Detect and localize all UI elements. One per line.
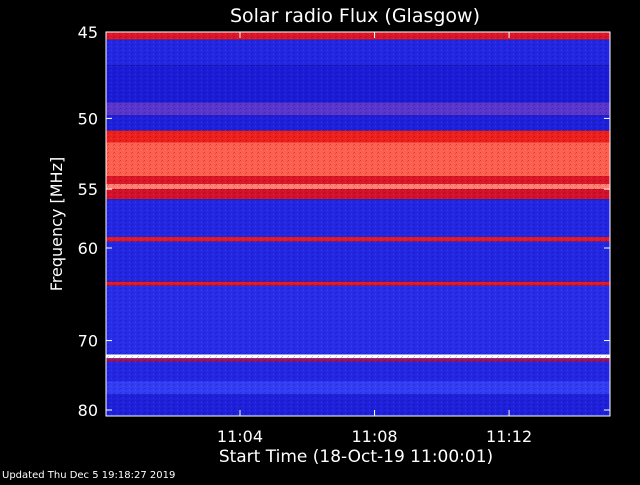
x-axis-label: Start Time (18-Oct-19 11:00:01) xyxy=(219,447,493,467)
y-axis-label: Frequency [MHz] xyxy=(47,157,66,291)
x-tick-label: 11:04 xyxy=(217,427,263,446)
updated-timestamp: Updated Thu Dec 5 19:18:27 2019 xyxy=(2,470,175,480)
noise-texture xyxy=(106,32,610,416)
y-tick-label: 60 xyxy=(78,239,98,258)
y-tick-label: 80 xyxy=(78,401,98,420)
x-tick-label: 11:12 xyxy=(486,427,532,446)
y-tick-label: 45 xyxy=(78,23,98,42)
y-tick-label: 50 xyxy=(78,109,98,128)
chart-title: Solar radio Flux (Glasgow) xyxy=(230,5,480,27)
y-tick-label: 70 xyxy=(78,332,98,351)
y-axis: 45 50 55 60 70 80 xyxy=(78,23,610,420)
x-axis: 11:04 11:08 11:12 xyxy=(217,32,532,446)
plot-frame xyxy=(105,31,611,417)
x-tick-label: 11:08 xyxy=(351,427,397,446)
y-tick-label: 55 xyxy=(78,180,98,199)
